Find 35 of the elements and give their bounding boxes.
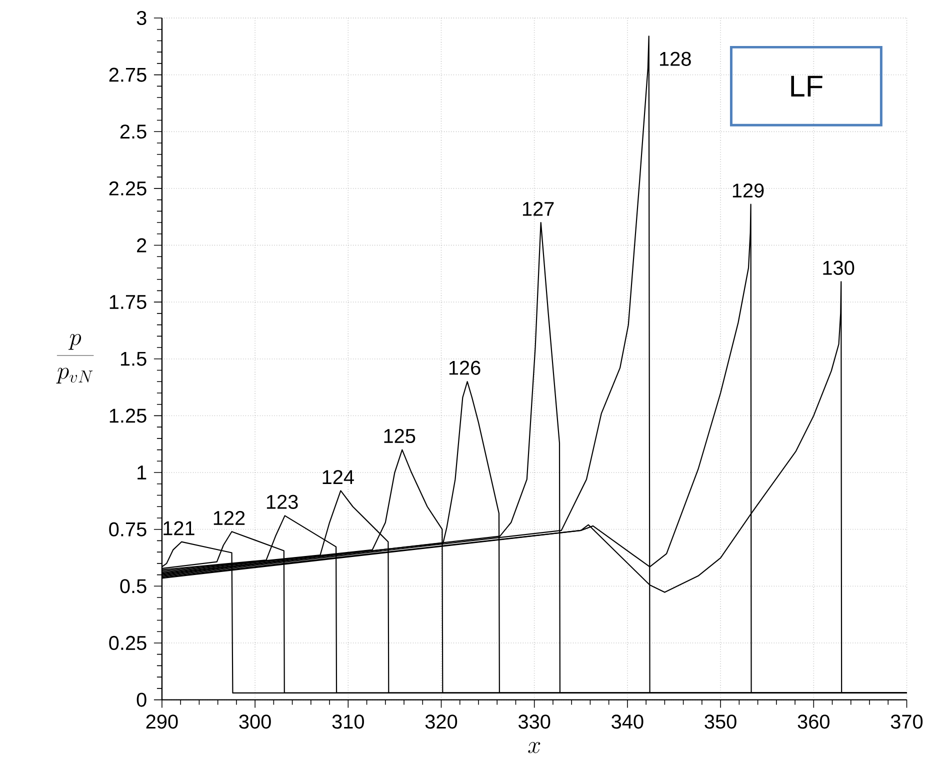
y-tick-label: 0.75 bbox=[109, 522, 146, 536]
series-label: 127 bbox=[522, 202, 554, 216]
y-tick-label: 2.25 bbox=[109, 182, 146, 196]
series-label: 128 bbox=[660, 52, 691, 66]
x-tick-label: 300 bbox=[239, 714, 271, 729]
x-tick-label: 310 bbox=[332, 714, 364, 729]
x-tick-label: 360 bbox=[798, 714, 830, 729]
y-tick-label: 1.75 bbox=[110, 295, 146, 310]
y-tick-label: 3 bbox=[136, 11, 146, 26]
y-tick-label: 0 bbox=[136, 692, 146, 707]
x-tick-label: 290 bbox=[146, 714, 178, 729]
y-tick-label: 2.75 bbox=[109, 68, 146, 82]
series-label: 129 bbox=[732, 184, 764, 198]
x-tick-label: 350 bbox=[704, 714, 736, 729]
series-label: 124 bbox=[322, 470, 354, 484]
y-tick-label: 1.25 bbox=[110, 408, 146, 423]
series-label: 130 bbox=[823, 260, 854, 275]
x-tick-label: 330 bbox=[518, 714, 550, 729]
series-label: 126 bbox=[449, 360, 480, 375]
series-label: 122 bbox=[214, 511, 245, 525]
y-tick-label: 2.5 bbox=[120, 124, 146, 139]
y-tick-label: 1.5 bbox=[120, 352, 146, 366]
y-tick-label: 0.25 bbox=[109, 636, 146, 650]
series-label: 121 bbox=[164, 521, 194, 536]
series-label: 125 bbox=[384, 429, 416, 444]
y-axis-title: $\frac{p}{p_{vN}}$ bbox=[56, 334, 94, 384]
y-tick-label: 2 bbox=[137, 238, 146, 252]
series-label: 123 bbox=[266, 494, 298, 510]
annotation: LF bbox=[791, 76, 822, 97]
x-tick-label: 340 bbox=[612, 714, 644, 729]
x-tick-label: 370 bbox=[890, 714, 923, 729]
x-axis-title: $x$ bbox=[528, 742, 540, 754]
y-tick-label: 1 bbox=[138, 466, 146, 480]
y-tick-label: 0.5 bbox=[120, 579, 146, 594]
x-tick-label: 320 bbox=[425, 714, 458, 729]
